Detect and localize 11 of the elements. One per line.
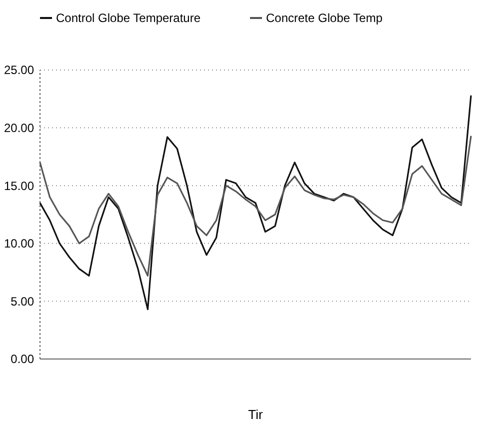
x-axis-title: Tir — [248, 407, 264, 422]
line-series — [39, 135, 472, 277]
y-tick-label: 25.00 — [4, 63, 34, 78]
y-tick-label: 10.00 — [4, 236, 34, 251]
legend-label: Control Globe Temperature — [56, 11, 201, 26]
legend-label: Concrete Globe Temp — [266, 11, 383, 26]
y-tick-label: 0.00 — [10, 352, 34, 366]
line-series — [39, 94, 472, 310]
y-tick-label: 5.00 — [10, 294, 34, 308]
y-tick-label: 20.00 — [4, 121, 34, 135]
y-tick-label: 15.00 — [4, 178, 34, 193]
